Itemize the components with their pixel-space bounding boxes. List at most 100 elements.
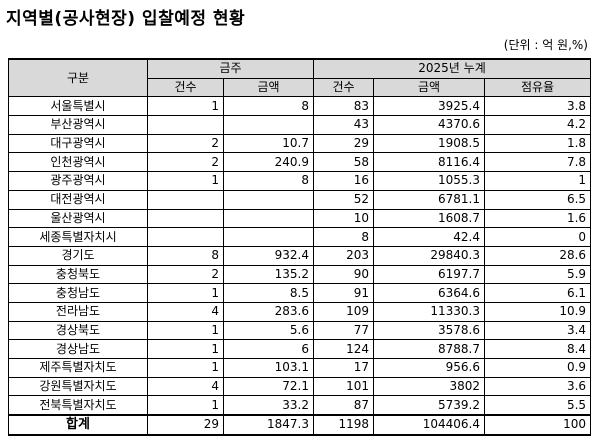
- total-cumulative-count: 1198: [313, 414, 374, 436]
- total-label: 합계: [8, 414, 148, 436]
- table-row: 광주광역시 1 8 16 1055.3 1: [8, 171, 592, 191]
- total-share: 100: [483, 414, 592, 436]
- share-cell: 3.8: [483, 96, 592, 117]
- region-cell: 전북특별자치도: [8, 395, 148, 416]
- share-cell: 0: [483, 227, 592, 247]
- table-row: 제주특별자치도 1 103.1 17 956.6 0.9: [8, 358, 592, 378]
- cumulative-amount-cell: 29840.3: [373, 245, 485, 266]
- total-cumulative-amount: 104406.4: [373, 414, 485, 436]
- share-cell: 28.6: [483, 245, 592, 266]
- cumulative-count-cell: 203: [313, 245, 374, 266]
- weekly-amount-cell: 103.1: [223, 358, 314, 378]
- weekly-count-cell: 1: [147, 358, 224, 378]
- header-row-sub: 건수 금액 건수 금액 점유율: [9, 77, 592, 98]
- region-cell: 대전광역시: [8, 189, 148, 210]
- cumulative-amount-cell: 1608.7: [373, 208, 485, 229]
- column-header-weekly-count: 건수: [147, 77, 224, 98]
- cumulative-amount-cell: 8788.7: [373, 339, 485, 359]
- region-cell: 제주특별자치도: [8, 358, 148, 378]
- region-cell: 경기도: [8, 245, 148, 266]
- header-row-group: 구분 금주 2025년 누계: [8, 57, 592, 98]
- cumulative-amount-cell: 1908.5: [373, 133, 485, 154]
- table-row: 대구광역시 2 10.7 29 1908.5 1.8: [8, 133, 592, 154]
- cumulative-count-cell: 16: [313, 171, 374, 191]
- share-cell: 8.4: [483, 339, 592, 359]
- weekly-count-cell: 4: [147, 301, 224, 322]
- table-row: 전북특별자치도 1 33.2 87 5739.2 5.5: [8, 395, 592, 416]
- region-cell: 강원특별자치도: [8, 376, 148, 397]
- cumulative-amount-cell: 3925.4: [373, 96, 485, 117]
- weekly-amount-cell: [223, 189, 314, 210]
- share-cell: 5.5: [483, 395, 592, 416]
- weekly-count-cell: 1: [147, 395, 224, 416]
- column-group-cumulative: 2025년 누계: [312, 57, 592, 79]
- table-row: 경상남도 1 6 124 8788.7 8.4: [8, 339, 592, 359]
- share-cell: 1.8: [483, 133, 592, 154]
- share-cell: 4.2: [483, 115, 592, 135]
- share-cell: 0.9: [483, 358, 592, 378]
- weekly-amount-cell: [223, 208, 314, 229]
- cumulative-amount-cell: 5739.2: [373, 395, 485, 416]
- cumulative-amount-cell: 3578.6: [373, 320, 485, 341]
- weekly-amount-cell: [223, 115, 314, 135]
- weekly-count-cell: 1: [147, 96, 224, 117]
- weekly-amount-cell: 8: [223, 171, 314, 191]
- weekly-count-cell: 2: [147, 133, 224, 154]
- cumulative-count-cell: 91: [313, 283, 374, 303]
- table-row: 인천광역시 2 240.9 58 8116.4 7.8: [8, 152, 592, 173]
- cumulative-count-cell: 90: [313, 264, 374, 285]
- weekly-amount-cell: 240.9: [223, 152, 314, 173]
- region-cell: 세종특별자치시: [8, 227, 148, 247]
- share-cell: 5.9: [483, 264, 592, 285]
- region-cell: 인천광역시: [8, 152, 148, 173]
- total-weekly-count: 29: [147, 414, 224, 436]
- cumulative-count-cell: 17: [313, 358, 374, 378]
- weekly-count-cell: [147, 227, 224, 247]
- region-cell: 서울특별시: [8, 96, 148, 117]
- region-cell: 광주광역시: [8, 171, 148, 191]
- cumulative-count-cell: 87: [313, 395, 374, 416]
- bid-schedule-table: 구분 금주 2025년 누계 건수 금액 건수 금액 점유율 서울특별시 1 8 83…: [8, 57, 592, 436]
- weekly-amount-cell: 283.6: [223, 301, 314, 322]
- share-cell: 1.6: [483, 208, 592, 229]
- weekly-amount-cell: 33.2: [223, 395, 314, 416]
- region-cell: 대구광역시: [8, 133, 148, 154]
- cumulative-count-cell: 29: [313, 133, 374, 154]
- total-row: 합계 29 1847.3 1198 104406.4 100: [8, 414, 592, 436]
- table-row: 경상북도 1 5.6 77 3578.6 3.4: [8, 320, 592, 341]
- weekly-count-cell: 1: [147, 171, 224, 191]
- column-header-cumulative-amount: 금액: [373, 77, 485, 98]
- table-row: 전라남도 4 283.6 109 11330.3 10.9: [8, 301, 592, 322]
- cumulative-amount-cell: 1055.3: [373, 171, 485, 191]
- weekly-amount-cell: 8.5: [223, 283, 314, 303]
- region-cell: 충청남도: [8, 283, 148, 303]
- region-cell: 울산광역시: [8, 208, 148, 229]
- weekly-count-cell: 8: [147, 245, 224, 266]
- cumulative-amount-cell: 3802: [373, 376, 485, 397]
- column-group-weekly: 금주: [147, 57, 314, 79]
- cumulative-amount-cell: 42.4: [373, 227, 485, 247]
- cumulative-amount-cell: 8116.4: [373, 152, 485, 173]
- region-cell: 경상남도: [8, 339, 148, 359]
- region-cell: 경상북도: [8, 320, 148, 341]
- column-header-share: 점유율: [483, 77, 592, 98]
- region-cell: 충청북도: [8, 264, 148, 285]
- share-cell: 1: [483, 171, 592, 191]
- share-cell: 3.6: [483, 376, 592, 397]
- column-header-cumulative-count: 건수: [313, 77, 374, 98]
- weekly-count-cell: 1: [147, 283, 224, 303]
- share-cell: 6.5: [483, 189, 592, 210]
- table-row: 세종특별자치시 8 42.4 0: [8, 227, 592, 247]
- weekly-count-cell: 1: [147, 339, 224, 359]
- cumulative-amount-cell: 4370.6: [373, 115, 485, 135]
- cumulative-amount-cell: 11330.3: [373, 301, 485, 322]
- share-cell: 3.4: [483, 320, 592, 341]
- page-title: 지역별(공사현장) 입찰예정 현황: [6, 9, 246, 29]
- weekly-amount-cell: [223, 227, 314, 247]
- table-row: 대전광역시 52 6781.1 6.5: [8, 189, 592, 210]
- table-row: 울산광역시 10 1608.7 1.6: [8, 208, 592, 229]
- weekly-count-cell: [147, 189, 224, 210]
- weekly-amount-cell: 932.4: [223, 245, 314, 266]
- region-cell: 전라남도: [8, 301, 148, 322]
- cumulative-count-cell: 109: [313, 301, 374, 322]
